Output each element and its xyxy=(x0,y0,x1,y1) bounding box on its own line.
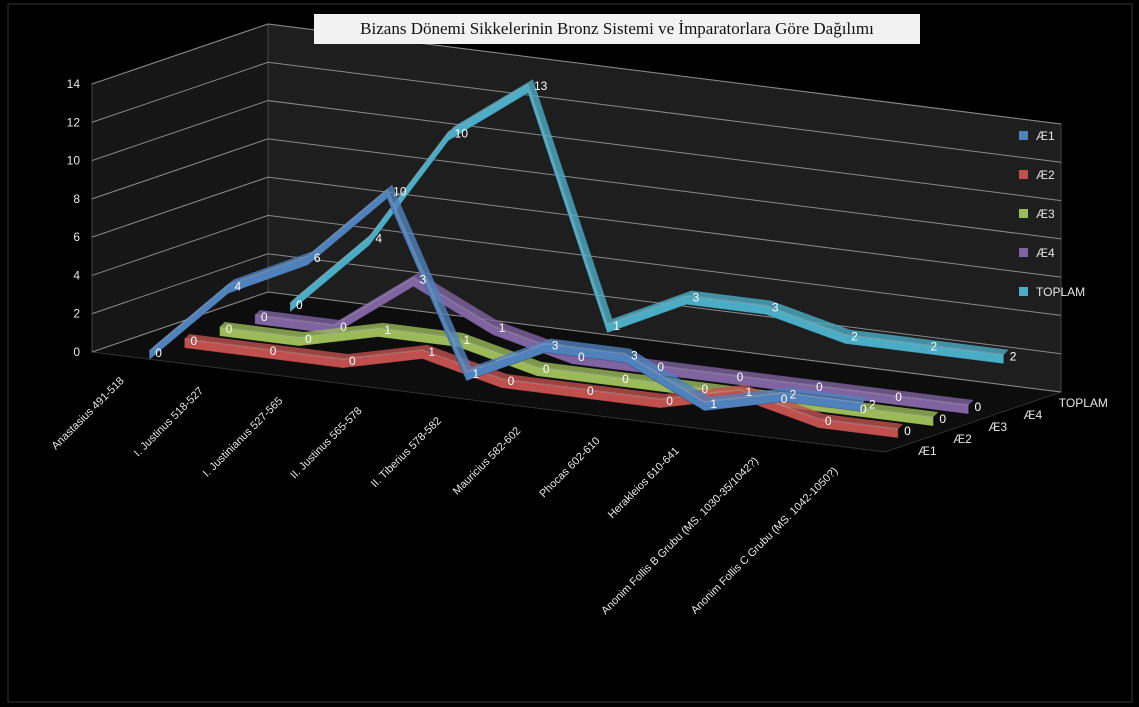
data-label: 1 xyxy=(428,345,435,359)
gridline xyxy=(91,23,1062,125)
data-label: 0 xyxy=(860,402,867,416)
data-label: 0 xyxy=(296,298,303,312)
y-tick-label: 4 xyxy=(73,268,80,282)
gridline xyxy=(91,100,1062,202)
data-labels: 0410131332220031000000001100000000010001… xyxy=(155,79,1017,438)
data-label: 0 xyxy=(701,382,708,396)
depth-tick-label: Æ4 xyxy=(1024,408,1043,422)
data-label: 0 xyxy=(666,394,673,408)
data-label: 0 xyxy=(340,320,347,334)
data-label: 0 xyxy=(261,310,268,324)
series-group xyxy=(148,79,1009,439)
data-label: 0 xyxy=(226,322,233,336)
y-tick-label: 10 xyxy=(67,154,81,168)
data-label: 0 xyxy=(587,384,594,398)
data-label: 0 xyxy=(939,412,946,426)
gridline xyxy=(91,176,1062,278)
data-label: 3 xyxy=(552,339,559,353)
series-line xyxy=(148,188,864,404)
data-label: 0 xyxy=(543,362,550,376)
data-label: 0 xyxy=(270,344,277,358)
data-label: 1 xyxy=(472,367,479,381)
gridline xyxy=(91,291,1062,393)
legend: Æ1 Æ2 Æ3 Æ4 TOPLAM xyxy=(1019,129,1085,299)
chart-title: Bizans Dönemi Sikkelerinin Bronz Sistemi… xyxy=(314,14,920,44)
legend-swatch xyxy=(1019,131,1028,140)
data-label: 3 xyxy=(631,349,638,363)
legend-swatch xyxy=(1019,248,1028,257)
data-label: 10 xyxy=(455,127,469,141)
data-label: 2 xyxy=(790,388,797,402)
data-label: 13 xyxy=(534,79,548,93)
data-label: 1 xyxy=(464,333,471,347)
data-label: 0 xyxy=(657,360,664,374)
y-tick-label: 14 xyxy=(67,77,81,91)
data-label: 3 xyxy=(772,301,779,315)
legend-label: Æ2 xyxy=(1036,168,1055,182)
series-ribbon-top xyxy=(184,334,904,429)
legend-label: Æ4 xyxy=(1036,246,1055,260)
data-label: 2 xyxy=(1010,350,1017,364)
gridline xyxy=(91,214,1062,316)
legend-label: TOPLAM xyxy=(1036,285,1085,299)
y-tick-label: 0 xyxy=(73,345,80,359)
y-tick-label: 6 xyxy=(73,230,80,244)
data-label: 0 xyxy=(305,332,312,346)
data-label: 4 xyxy=(375,231,382,245)
gridline xyxy=(91,138,1062,240)
series-line xyxy=(184,338,899,430)
data-label: 2 xyxy=(930,340,937,354)
data-label: 0 xyxy=(975,400,982,414)
y-tick-label: 12 xyxy=(67,115,81,129)
data-label: 6 xyxy=(314,251,321,265)
data-label: 2 xyxy=(851,330,858,344)
legend-label: Æ3 xyxy=(1036,207,1055,221)
depth-axis: Æ1 Æ2 Æ3 Æ4 TOPLAM xyxy=(918,396,1108,458)
y-tick-label: 2 xyxy=(73,307,80,321)
series-ribbon-top xyxy=(254,272,974,405)
series-ribbon xyxy=(183,338,899,439)
y-tick-label: 8 xyxy=(73,192,80,206)
data-label: 0 xyxy=(578,350,585,364)
depth-tick-label: Æ2 xyxy=(953,432,972,446)
legend-swatch xyxy=(1019,287,1028,296)
data-label: 1 xyxy=(384,323,391,337)
data-label: 0 xyxy=(825,414,832,428)
legend-swatch xyxy=(1019,170,1028,179)
data-label: 4 xyxy=(235,279,242,293)
chart-border xyxy=(7,3,1133,703)
legend-label: Æ1 xyxy=(1036,129,1055,143)
data-label: 1 xyxy=(746,385,753,399)
data-label: 10 xyxy=(393,185,407,199)
series-ribbon xyxy=(289,83,1005,365)
depth-tick-label: Æ3 xyxy=(988,420,1007,434)
data-label: 3 xyxy=(419,273,426,287)
data-label: 0 xyxy=(816,380,823,394)
data-label: 0 xyxy=(622,372,629,386)
data-label: 0 xyxy=(895,390,902,404)
data-label: 2 xyxy=(869,398,876,412)
series-ribbon xyxy=(148,188,864,413)
data-label: 0 xyxy=(737,370,744,384)
data-label: 0 xyxy=(904,424,911,438)
gridline xyxy=(91,61,1062,163)
data-label: 1 xyxy=(499,321,506,335)
legend-swatch xyxy=(1019,209,1028,218)
data-label: 0 xyxy=(190,334,197,348)
data-label: 0 xyxy=(781,392,788,406)
data-label: 0 xyxy=(155,346,162,360)
data-label: 1 xyxy=(613,319,620,333)
data-label: 0 xyxy=(349,354,356,368)
data-label: 3 xyxy=(693,291,700,305)
series-line xyxy=(289,83,1004,356)
data-label: 0 xyxy=(508,374,515,388)
data-label: 1 xyxy=(710,397,717,411)
depth-tick-label: TOPLAM xyxy=(1059,396,1108,410)
depth-tick-label: Æ1 xyxy=(918,444,937,458)
y-axis: 0 2 4 6 8 10 12 14 xyxy=(67,77,81,359)
